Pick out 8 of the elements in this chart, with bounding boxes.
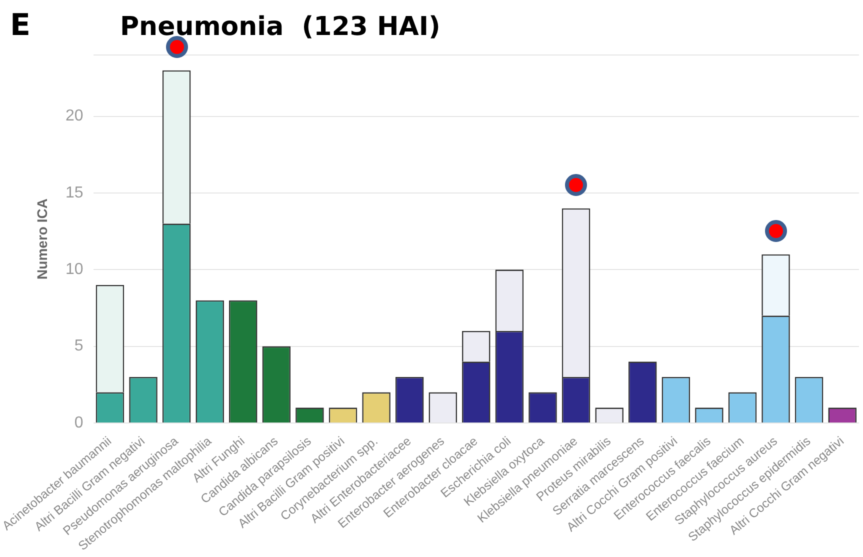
y-axis-title: Numero ICA	[34, 198, 50, 280]
y-tick-label: 15	[66, 184, 84, 202]
text: E	[10, 8, 30, 43]
y-tick-label: 10	[66, 261, 84, 278]
chart-title: Pneumonia (123 HAI)	[120, 12, 440, 42]
y-tick-label: 0	[74, 414, 84, 432]
y-tick-label: 5	[74, 338, 84, 355]
y-tick-label: 20	[66, 108, 84, 125]
